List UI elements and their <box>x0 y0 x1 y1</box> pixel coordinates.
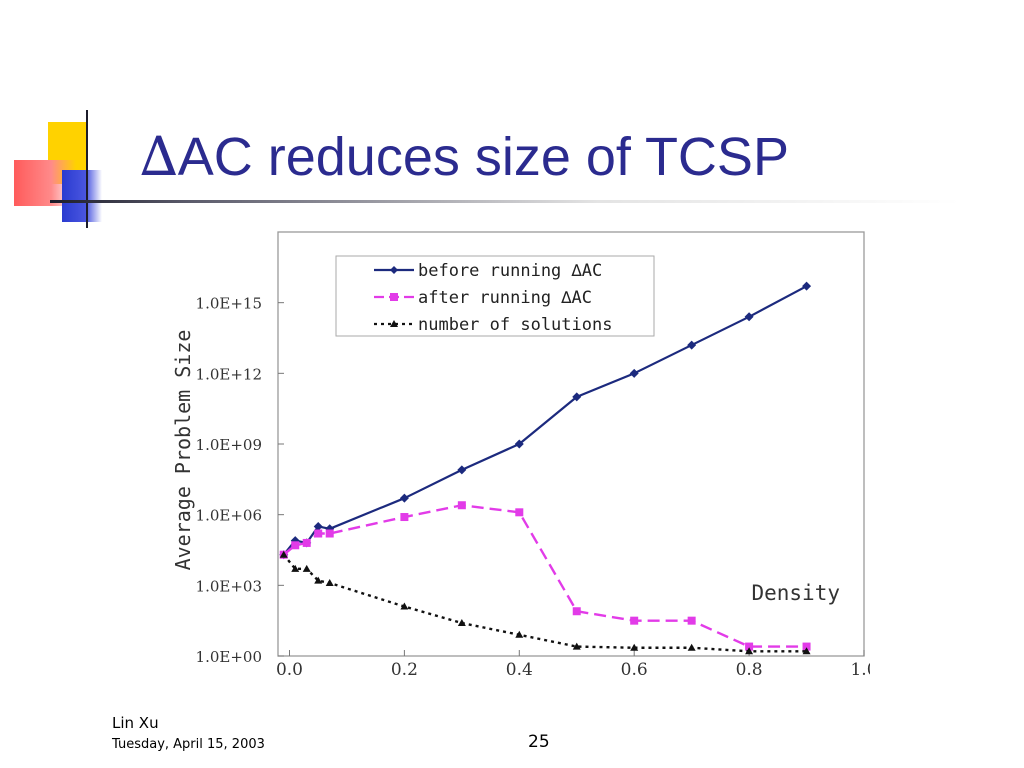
page-number: 25 <box>528 732 550 752</box>
data-point <box>572 607 581 616</box>
footer-author: Lin Xu <box>112 714 159 732</box>
decorative-vertical-rule <box>86 110 88 228</box>
legend-label: after running ∆AC <box>418 288 592 308</box>
data-point <box>457 465 467 475</box>
data-point <box>400 513 409 522</box>
data-point <box>291 541 300 550</box>
x-tick-label: 0.6 <box>621 660 648 680</box>
data-point <box>745 642 754 651</box>
footer-date: Tuesday, April 15, 2003 <box>112 737 265 752</box>
data-point <box>313 521 323 531</box>
chart-container: 0.0 0.2 0.4 0.6 0.8 1.0 before running ∆AC afte… <box>258 228 870 686</box>
data-point <box>802 281 812 291</box>
x-tick-label: 1.0 <box>850 660 870 680</box>
data-point <box>291 564 300 572</box>
data-point <box>314 576 323 584</box>
data-point <box>572 392 582 402</box>
legend-marker <box>390 266 398 274</box>
data-point <box>325 578 334 586</box>
legend-label: before running ∆AC <box>418 261 602 281</box>
legend-marker <box>390 320 398 327</box>
data-point <box>687 340 697 350</box>
y-axis-title: Average Problem Size <box>171 330 195 571</box>
data-point <box>325 529 334 538</box>
legend-marker <box>390 293 398 301</box>
decorative-blue-square <box>62 170 102 222</box>
x-tick-label: 0.8 <box>736 660 763 680</box>
x-tick-label: 0.4 <box>506 660 533 680</box>
y-tick-label: 1.0E+03 <box>196 577 262 595</box>
data-point <box>400 602 409 610</box>
y-tick-label: 1.0E+06 <box>196 507 262 525</box>
data-point <box>399 493 409 503</box>
series-2 <box>279 501 811 651</box>
data-point <box>515 508 524 517</box>
data-point <box>314 529 323 538</box>
data-point <box>687 616 696 625</box>
data-point <box>514 439 524 449</box>
data-point <box>687 643 696 651</box>
x-tick-label: 0.2 <box>391 660 418 680</box>
data-point <box>744 312 754 322</box>
title-text: AC reduces size of TCSP <box>177 127 789 187</box>
data-point <box>279 550 288 558</box>
data-point <box>515 630 524 638</box>
data-point <box>802 647 811 655</box>
data-point <box>630 643 639 651</box>
data-point <box>802 642 811 651</box>
data-point <box>302 564 311 572</box>
data-point <box>630 616 639 625</box>
x-tick-label: 0.0 <box>276 660 303 680</box>
x-axis-title: Density <box>751 581 840 605</box>
series-3 <box>279 550 811 655</box>
data-point <box>745 647 754 655</box>
chart-svg: 0.0 0.2 0.4 0.6 0.8 1.0 before running ∆AC afte… <box>276 231 870 680</box>
y-tick-label: 1.0E+15 <box>196 295 262 313</box>
y-tick-label: 1.0E+12 <box>196 365 262 383</box>
slide-title: ∆AC reduces size of TCSP <box>140 122 789 192</box>
data-point <box>457 501 466 510</box>
y-axis-svg: 1.0E+00 1.0E+03 1.0E+06 1.0E+09 1.0E+12 1.0E+… <box>171 295 262 666</box>
title-underline-rule <box>50 200 960 203</box>
title-delta-symbol: ∆ <box>140 125 178 188</box>
data-point <box>457 619 466 627</box>
legend-label: number of solutions <box>418 315 612 335</box>
data-point <box>629 368 639 378</box>
y-tick-label: 1.0E+00 <box>196 648 262 666</box>
y-tick-label: 1.0E+09 <box>196 436 262 454</box>
data-point <box>572 642 581 650</box>
data-point <box>302 538 311 547</box>
